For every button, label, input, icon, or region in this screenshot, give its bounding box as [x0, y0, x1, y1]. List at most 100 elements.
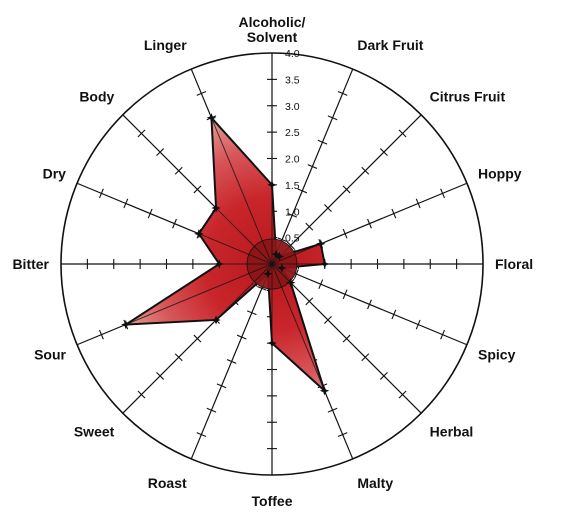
tick-mark — [324, 204, 332, 212]
tick-mark — [415, 198, 421, 209]
inner-spoke — [271, 243, 321, 265]
tick-mark — [246, 310, 257, 316]
tick-mark — [342, 185, 351, 194]
inner-spoke — [215, 263, 273, 321]
category-label-sweet: Sweet — [74, 424, 115, 440]
tick-mark — [206, 407, 217, 413]
tick-mark — [277, 237, 287, 243]
data-point-citrus-fruit — [274, 251, 285, 262]
data-point-toffee — [267, 338, 277, 348]
data-point-alcoholic-solvent — [267, 180, 277, 190]
tick-mark — [226, 359, 237, 364]
tick-mark — [337, 432, 348, 437]
tick-mark — [99, 329, 104, 340]
tick-mark — [367, 299, 372, 310]
data-point-floral — [320, 259, 330, 269]
tick-mark — [196, 432, 207, 437]
tick-mark — [216, 383, 227, 389]
data-point-spicy — [277, 263, 287, 273]
tick-mark — [99, 188, 104, 199]
tick-mark — [398, 390, 407, 399]
tick-mark — [193, 185, 202, 194]
tick-mark — [367, 218, 372, 229]
tick-label: 4.0 — [285, 48, 300, 60]
category-label-spicy: Spicy — [478, 347, 516, 363]
category-label-bitter: Bitter — [12, 256, 49, 272]
tick-mark — [398, 129, 407, 138]
data-point-sour — [121, 319, 131, 330]
tick-mark — [337, 91, 348, 96]
tick-mark — [307, 164, 318, 169]
tick-mark — [342, 334, 351, 343]
data-point-linger — [206, 113, 217, 123]
inner-spoke — [271, 263, 325, 391]
category-label-roast: Roast — [148, 475, 187, 491]
tick-mark — [379, 371, 388, 380]
tick-mark — [297, 188, 308, 194]
tick-mark — [286, 241, 295, 250]
tick-mark — [174, 166, 183, 175]
tick-mark — [257, 285, 267, 291]
tick-mark — [305, 222, 314, 231]
tick-mark — [172, 218, 177, 229]
inner-spoke — [215, 207, 273, 265]
tick-mark — [342, 228, 348, 239]
tick-mark — [361, 166, 370, 175]
tick-mark — [440, 329, 445, 340]
category-label-alcoholic-solvent: Alcoholic/Solvent — [239, 14, 306, 45]
tick-mark — [156, 148, 165, 157]
tick-mark — [174, 353, 183, 362]
category-label-linger: Linger — [144, 37, 187, 53]
chart-category-labels: Alcoholic/Solvent Dark Fruit Citrus Fruit H… — [12, 14, 533, 509]
data-point-herbal — [285, 277, 296, 288]
category-label-sour: Sour — [34, 347, 66, 363]
tick-mark — [415, 319, 421, 330]
category-label-dark-fruit: Dark Fruit — [357, 37, 423, 53]
data-point-dry — [194, 228, 204, 239]
category-label-dry: Dry — [43, 165, 67, 181]
tick-mark — [305, 297, 314, 306]
category-label-herbal: Herbal — [430, 424, 474, 440]
data-point-bitter — [214, 259, 224, 269]
tick-mark — [318, 279, 324, 290]
tick-label: 1.0 — [285, 206, 300, 218]
data-point-dark-fruit — [271, 249, 281, 259]
tick-mark — [123, 198, 129, 209]
inner-spoke — [210, 117, 273, 265]
tick-mark — [236, 334, 247, 340]
data-point-malty — [319, 385, 330, 396]
chart-area-layer — [121, 113, 330, 396]
tick-label: 2.0 — [285, 154, 300, 166]
category-label-toffee: Toffee — [252, 493, 293, 509]
tick-mark — [379, 148, 388, 157]
tick-mark — [391, 309, 397, 320]
tick-mark — [137, 129, 146, 138]
tick-mark — [317, 139, 328, 145]
tick-mark — [293, 269, 299, 279]
data-point-hoppy — [316, 239, 326, 249]
category-label-citrus-fruit: Citrus Fruit — [430, 88, 506, 104]
tick-mark — [327, 407, 338, 413]
tick-mark — [391, 208, 397, 219]
tick-mark — [196, 91, 207, 96]
tick-label: 3.0 — [285, 101, 300, 113]
category-label-malty: Malty — [357, 475, 393, 491]
tick-label: 1.5 — [285, 180, 300, 192]
tick-mark — [440, 188, 445, 199]
tick-label: 3.5 — [285, 74, 300, 86]
tick-mark — [287, 212, 298, 218]
tick-mark — [361, 353, 370, 362]
inner-spoke — [271, 263, 292, 284]
data-point-sweet — [211, 315, 221, 325]
inner-spoke — [198, 233, 273, 265]
data-point-body — [211, 203, 221, 213]
tick-mark — [342, 289, 348, 300]
tick-label: 2.5 — [285, 127, 300, 139]
tick-mark — [137, 390, 146, 399]
category-label-hoppy: Hoppy — [478, 165, 522, 181]
chart-tick-labels: 0.5 1.0 1.5 2.0 2.5 3.0 3.5 4.0 — [285, 48, 300, 245]
tick-mark — [324, 316, 332, 324]
tick-mark — [156, 371, 165, 380]
category-label-body: Body — [79, 88, 114, 104]
